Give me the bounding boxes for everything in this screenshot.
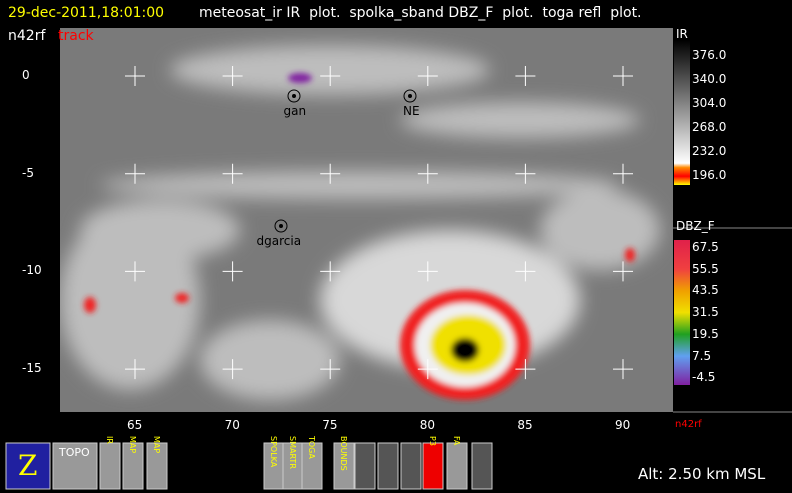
grid-cross bbox=[320, 261, 341, 282]
colorbar-label: 376.0 bbox=[692, 48, 727, 62]
toolbar-button[interactable] bbox=[446, 442, 468, 490]
button-label: TOGA bbox=[307, 436, 316, 459]
lat-label: -15 bbox=[22, 361, 42, 376]
toolbar-button[interactable] bbox=[5, 442, 51, 490]
grid-cross bbox=[125, 359, 145, 380]
grid-cross bbox=[125, 66, 145, 86]
bounds-button[interactable] bbox=[354, 442, 376, 490]
station-label: NE bbox=[403, 104, 420, 118]
colorbar-label: 55.5 bbox=[692, 261, 719, 276]
button-label: MAP bbox=[128, 436, 137, 454]
grid-cross bbox=[515, 163, 536, 184]
colorbar-label: 196.0 bbox=[692, 168, 727, 182]
button-label: MAP bbox=[152, 436, 161, 454]
toolbar-button[interactable] bbox=[301, 442, 323, 490]
grid-cross bbox=[417, 66, 438, 86]
grid-cross bbox=[125, 163, 145, 184]
lon-label: 90 bbox=[615, 418, 631, 432]
station-marker bbox=[287, 89, 301, 103]
grid-cross bbox=[515, 261, 536, 282]
dbz-colorbar bbox=[674, 240, 690, 385]
plot-list: meteosat_ir IR plot. spolka_sband DBZ_F … bbox=[199, 5, 642, 21]
button-label: SMARTR bbox=[288, 436, 297, 469]
lat-label: -10 bbox=[22, 263, 42, 278]
colorbar-label: 31.5 bbox=[692, 305, 719, 320]
lon-label: 65 bbox=[127, 418, 143, 432]
station-dot bbox=[408, 94, 412, 98]
button-label: BOUNDS bbox=[339, 436, 348, 471]
station-marker bbox=[403, 89, 417, 103]
grid-button[interactable] bbox=[471, 442, 493, 490]
colorbar-label: 232.0 bbox=[692, 144, 727, 158]
grid-crosses bbox=[125, 66, 633, 380]
grid-cross bbox=[613, 359, 633, 380]
grid-cross bbox=[613, 163, 633, 184]
grid-cross bbox=[417, 261, 438, 282]
colorbar-title: IR bbox=[676, 27, 688, 41]
grid-cross bbox=[515, 359, 536, 380]
toolbar-button[interactable] bbox=[333, 442, 355, 490]
colorbar-label: 340.0 bbox=[692, 72, 727, 86]
ir-colorbar bbox=[674, 40, 690, 185]
lat-label: 0 bbox=[22, 68, 30, 82]
toolbar-button[interactable] bbox=[122, 442, 144, 490]
lon-label: 85 bbox=[517, 418, 533, 432]
grid-cross bbox=[320, 359, 341, 380]
lon-label: 80 bbox=[419, 418, 436, 432]
lon-label: 75 bbox=[322, 418, 338, 432]
toolbar-button[interactable] bbox=[422, 442, 444, 490]
station-dot bbox=[279, 224, 283, 228]
logo: Z bbox=[18, 449, 38, 482]
ring-button[interactable] bbox=[400, 442, 422, 490]
colorbar-label: 268.0 bbox=[692, 120, 727, 134]
grid-cross bbox=[222, 261, 243, 282]
ring-button[interactable] bbox=[377, 442, 399, 490]
grid-cross bbox=[417, 359, 438, 380]
track: track bbox=[58, 28, 94, 44]
button-label: FA bbox=[452, 436, 461, 446]
cyclone-reflectivity bbox=[84, 73, 635, 400]
colorbar-title: DBZ_F bbox=[676, 219, 715, 233]
grid-cross bbox=[613, 66, 633, 86]
colorbar-label: 67.5 bbox=[692, 240, 719, 254]
satellite-image bbox=[60, 28, 673, 412]
grid-cross bbox=[222, 359, 243, 380]
toolbar bbox=[5, 442, 493, 490]
colorbar-label: 19.5 bbox=[692, 326, 719, 341]
grid-cross bbox=[125, 261, 145, 282]
colorbar-label: -4.5 bbox=[692, 370, 716, 385]
altitude-status: Alt: 2.50 km MSL bbox=[638, 465, 766, 483]
button-label: IR bbox=[105, 436, 114, 444]
colorbar-label: 43.5 bbox=[692, 283, 719, 298]
colorbar-label: 7.5 bbox=[692, 348, 712, 363]
button-label: SPOLKA bbox=[269, 436, 278, 468]
button-label: P3 bbox=[428, 436, 437, 446]
stations bbox=[274, 89, 417, 233]
toolbar-button[interactable] bbox=[52, 442, 98, 490]
station-label: dgarcia bbox=[256, 234, 302, 248]
station-dot bbox=[292, 94, 296, 98]
station-marker bbox=[274, 219, 288, 233]
grid-cross bbox=[320, 163, 341, 184]
grid-cross bbox=[515, 66, 536, 86]
aircraft-label: n42rf bbox=[675, 419, 702, 430]
toolbar-button[interactable] bbox=[99, 442, 121, 490]
lon-label: 70 bbox=[224, 418, 240, 432]
toolbar-button[interactable] bbox=[146, 442, 168, 490]
grid-cross bbox=[222, 163, 243, 184]
aircraft: n42rf bbox=[8, 28, 46, 44]
button-label: TOPO bbox=[59, 446, 90, 459]
grid-cross bbox=[320, 66, 341, 86]
grid-cross bbox=[222, 66, 243, 86]
grid-cross bbox=[613, 261, 633, 282]
lat-label: -5 bbox=[22, 165, 34, 180]
colorbar-label: 304.0 bbox=[692, 96, 727, 110]
station-label: gan bbox=[283, 104, 307, 118]
timestamp: 29-dec-2011,18:01:00 bbox=[8, 5, 165, 21]
grid-cross bbox=[417, 163, 438, 184]
